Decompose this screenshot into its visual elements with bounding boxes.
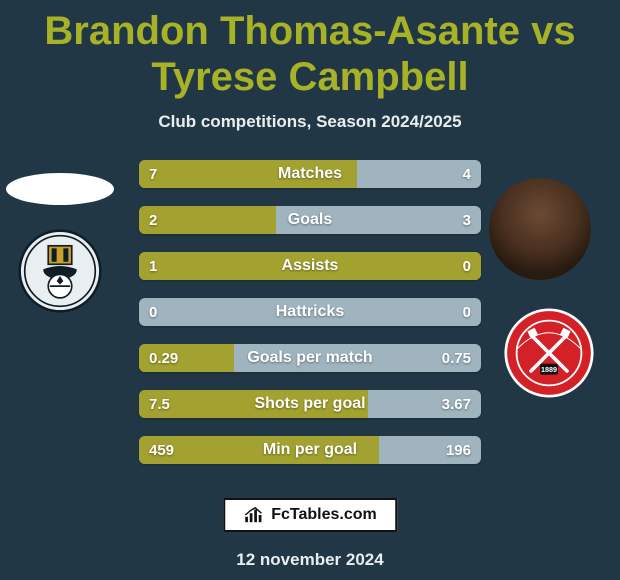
stat-label: Goals per match: [139, 349, 481, 367]
stat-value-right: 3: [463, 212, 471, 229]
stat-value-right: 0: [463, 258, 471, 275]
stat-value-left: 2: [149, 212, 157, 229]
player-right-crest: 1889: [504, 308, 594, 398]
subtitle: Club competitions, Season 2024/2025: [0, 112, 620, 132]
stat-label: Shots per goal: [139, 395, 481, 413]
stat-label: Min per goal: [139, 441, 481, 459]
crest-svg: 1889: [504, 308, 594, 398]
stat-value-left: 0: [149, 304, 157, 321]
crest-svg: [18, 229, 102, 313]
site-name: FcTables.com: [271, 506, 377, 524]
stat-row: Matches7 4: [139, 160, 481, 188]
stat-value-right: 196: [446, 442, 471, 459]
stat-label: Hattricks: [139, 303, 481, 321]
stat-value-left: 1: [149, 258, 157, 275]
stat-row: Min per goal459 196: [139, 436, 481, 464]
stat-row: Hattricks0 0: [139, 298, 481, 326]
player-left-crest: [18, 229, 102, 313]
player-right-avatar: [489, 178, 591, 280]
svg-text:1889: 1889: [541, 365, 557, 374]
stat-value-right: 0.75: [442, 350, 471, 367]
stat-row: Shots per goal7.5 3.67: [139, 390, 481, 418]
page-title: Brandon Thomas-Asante vs Tyrese Campbell: [0, 0, 620, 100]
stat-value-left: 0.29: [149, 350, 178, 367]
stat-row: Goals per match0.29 0.75: [139, 344, 481, 372]
stat-value-right: 4: [463, 166, 471, 183]
site-badge: FcTables.com: [223, 498, 397, 532]
chart-icon: [243, 506, 265, 524]
stat-row: Goals2 3: [139, 206, 481, 234]
player-left-avatar: [6, 173, 114, 205]
stat-row: Assists1 0: [139, 252, 481, 280]
footer-date: 12 november 2024: [0, 550, 620, 570]
stat-label: Goals: [139, 211, 481, 229]
stat-value-right: 0: [463, 304, 471, 321]
stat-label: Matches: [139, 165, 481, 183]
stat-value-left: 7: [149, 166, 157, 183]
comparison-card: Brandon Thomas-Asante vs Tyrese Campbell…: [0, 0, 620, 580]
stat-value-left: 459: [149, 442, 174, 459]
stat-value-right: 3.67: [442, 396, 471, 413]
stat-label: Assists: [139, 257, 481, 275]
stat-value-left: 7.5: [149, 396, 170, 413]
